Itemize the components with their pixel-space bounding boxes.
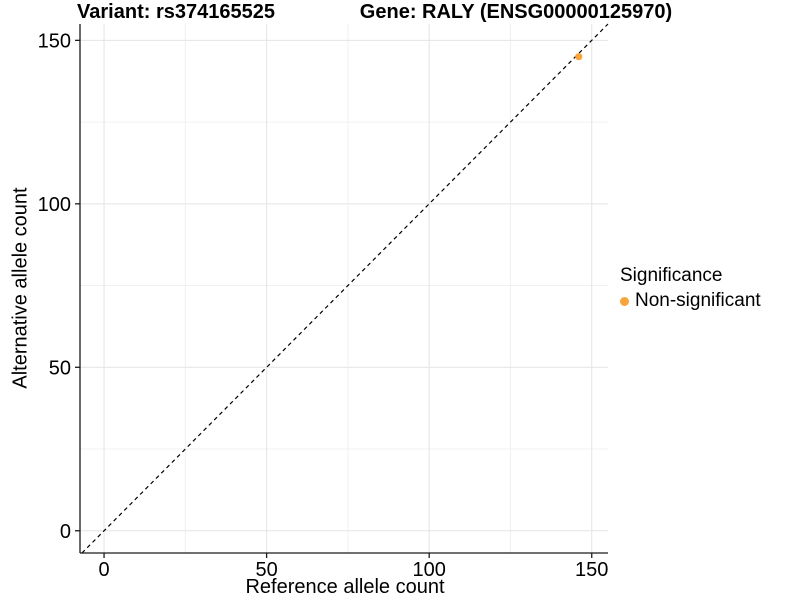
- legend: Significance Non-significant: [620, 265, 761, 312]
- legend-item-non-significant: Non-significant: [620, 290, 761, 312]
- y-tick-label-100: 100: [38, 194, 71, 216]
- y-tick-label-50: 50: [49, 357, 71, 379]
- x-tick-label-50: 50: [255, 559, 277, 581]
- legend-title: Significance: [620, 265, 723, 286]
- y-tick-label-150: 150: [38, 30, 71, 52]
- x-tick-label-0: 0: [98, 559, 109, 581]
- legend-item-label: Non-significant: [635, 290, 761, 311]
- y-tick-label-0: 0: [60, 521, 71, 543]
- x-tick-label-100: 100: [412, 559, 445, 581]
- plot-title-variant: Variant: rs374165525: [77, 1, 275, 23]
- y-axis-title: Alternative allele count: [9, 187, 32, 389]
- plot-title-gene: Gene: RALY (ENSG00000125970): [359, 1, 673, 23]
- data-point-0: [575, 53, 583, 61]
- legend-marker-circle-icon: [620, 296, 629, 306]
- x-tick-label-150: 150: [575, 559, 608, 581]
- identity-reference-line: [81, 23, 609, 554]
- x-axis-title: Reference allele count: [245, 576, 445, 598]
